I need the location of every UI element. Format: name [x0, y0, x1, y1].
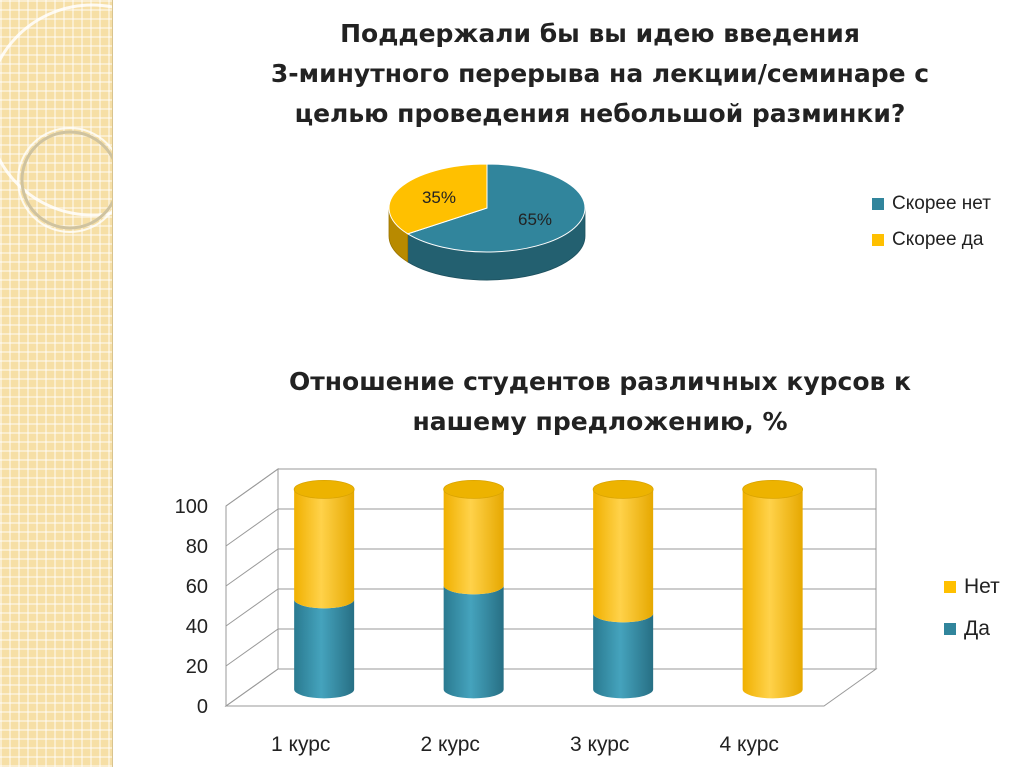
y-tick-label: 0	[197, 696, 208, 718]
y-tick-label: 40	[186, 616, 208, 638]
decorative-rings	[0, 3, 112, 233]
pie-slice-side	[388, 207, 409, 263]
y-tick-label: 100	[175, 496, 208, 518]
bar-legend: Нет Да	[944, 566, 1000, 650]
bar-chart-title: Отношение студентов различных курсов к н…	[180, 362, 1020, 442]
bar-title-line: нашему предложению, %	[412, 407, 788, 436]
bar-segment	[443, 585, 504, 699]
bar-legend-item: Да	[944, 608, 1000, 650]
y-tick-label: 20	[186, 656, 208, 678]
legend-label: Скорее нет	[892, 193, 991, 214]
bar-segment	[742, 489, 803, 699]
legend-swatch	[872, 234, 884, 246]
bar-top-cap	[443, 479, 505, 499]
floor	[224, 668, 878, 707]
gridline	[225, 548, 876, 587]
bar-top-cap	[293, 479, 355, 499]
gridline	[225, 588, 876, 627]
pie-slice-label: 65%	[518, 210, 552, 229]
pie-slice-label: 35%	[422, 188, 456, 207]
x-category-label: 1 курс	[271, 733, 330, 756]
side-wall	[225, 468, 279, 707]
pie-title-line: Поддержали бы вы идею введения	[340, 19, 860, 48]
gridline	[225, 468, 876, 507]
bar-segment	[593, 613, 654, 699]
decorative-sidebar	[0, 0, 113, 767]
legend-label: Скорее да	[892, 229, 984, 250]
y-tick-label: 60	[186, 576, 208, 598]
bar-segment	[593, 489, 654, 623]
pie-legend-item: Скорее да	[872, 222, 991, 258]
legend-swatch	[944, 623, 956, 635]
pie-legend-item: Скорее нет	[872, 186, 991, 222]
pie-slice-side	[407, 207, 586, 281]
bar-segment	[294, 599, 355, 699]
bar-title-line: Отношение студентов различных курсов к	[289, 367, 911, 396]
bar-top-cap	[592, 479, 654, 499]
x-category-label: 2 курс	[421, 733, 480, 756]
pie-title-line: целью проведения небольшой разминки?	[294, 99, 906, 128]
back-wall	[277, 468, 877, 670]
pie-legend: Скорее нет Скорее да	[872, 186, 991, 258]
bar-segment	[443, 489, 504, 595]
legend-label: Нет	[964, 575, 1000, 598]
bar-top-cap	[742, 479, 804, 499]
pie-chart-title: Поддержали бы вы идею введения 3-минутно…	[180, 14, 1020, 134]
pie-slice	[388, 163, 488, 235]
x-category-label: 3 курс	[570, 733, 629, 756]
gridline	[225, 628, 876, 667]
legend-swatch	[944, 581, 956, 593]
bar-segment	[294, 489, 355, 609]
gridline	[225, 508, 876, 547]
y-tick-label: 80	[186, 536, 208, 558]
legend-label: Да	[964, 617, 990, 640]
legend-swatch	[872, 198, 884, 210]
pie-title-line: 3-минутного перерыва на лекции/семинаре …	[270, 59, 930, 88]
x-category-label: 4 курс	[720, 733, 779, 756]
pie-slice	[406, 163, 586, 253]
bar-legend-item: Нет	[944, 566, 1000, 608]
